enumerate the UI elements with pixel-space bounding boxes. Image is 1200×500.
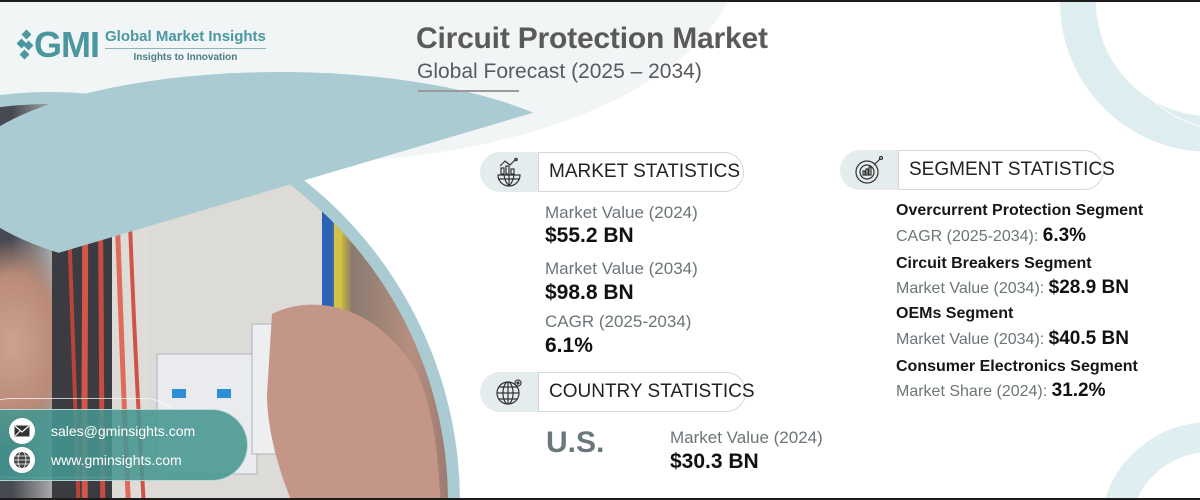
cagr-value: 6.1%: [545, 334, 593, 357]
country-statistics-title: COUNTRY STATISTICS: [538, 372, 755, 412]
globe-icon: [9, 447, 35, 473]
segment-metric-value: 31.2%: [1051, 380, 1106, 401]
segment-metric-value: 6.3%: [1042, 225, 1087, 246]
brand-tagline: Insights to Innovation: [133, 51, 238, 63]
segment-metric-value: $28.9 BN: [1048, 277, 1129, 298]
page-title: Circuit Protection Market: [416, 22, 768, 55]
logo-mark: GMI: [16, 24, 100, 66]
segment-metric-label: Market Value (2034):: [896, 331, 1045, 348]
contact-email[interactable]: sales@gminsights.com: [9, 418, 195, 444]
globe-chart-icon: [480, 152, 538, 192]
market-value-2024: $55.2 BN: [545, 224, 634, 247]
segment-circuit-breakers-name: Circuit Breakers Segment: [896, 255, 1092, 272]
segment-statistics-title: SEGMENT STATISTICS: [898, 150, 1115, 190]
country-name: U.S.: [546, 426, 605, 459]
title-divider: [418, 90, 519, 92]
logo-mark-text: GMI: [34, 24, 100, 65]
segment-consumer-electronics-name: Consumer Electronics Segment: [896, 358, 1138, 375]
segment-metric-label: CAGR (2025-2034):: [896, 228, 1039, 245]
globe-pin-icon: [480, 372, 538, 412]
segment-statistics-header: SEGMENT STATISTICS: [840, 150, 1115, 190]
country-market-value: $30.3 BN: [670, 450, 759, 473]
segment-metric-value: $40.5 BN: [1048, 328, 1129, 349]
website-link[interactable]: www.gminsights.com: [51, 452, 182, 468]
decorative-ring-bottom: [1100, 422, 1200, 498]
page-subtitle: Global Forecast (2025 – 2034): [417, 60, 702, 83]
market-value-2034-label: Market Value (2034): [545, 259, 698, 278]
envelope-icon: [9, 418, 35, 444]
segment-metric-label: Market Share (2024):: [896, 383, 1048, 400]
market-value-2034: $98.8 BN: [545, 281, 634, 304]
diamond-icon: [16, 29, 34, 60]
contact-website[interactable]: www.gminsights.com: [9, 447, 182, 473]
contact-panel: sales@gminsights.com www.gminsights.com: [0, 409, 248, 481]
target-chart-icon: [840, 150, 898, 190]
cagr-label: CAGR (2025-2034): [545, 312, 692, 331]
email-link[interactable]: sales@gminsights.com: [51, 423, 196, 439]
segment-overcurrent-metric: CAGR (2025-2034): 6.3%: [896, 225, 1086, 247]
market-value-2024-label: Market Value (2024): [545, 203, 698, 222]
gmi-logo[interactable]: GMI Global Market Insights Insights to I…: [16, 24, 266, 66]
brand-name: Global Market Insights: [105, 28, 266, 49]
segment-circuit-breakers-metric: Market Value (2034): $28.9 BN: [896, 277, 1129, 299]
market-statistics-header: MARKET STATISTICS: [480, 152, 744, 192]
segment-overcurrent-name: Overcurrent Protection Segment: [896, 202, 1144, 219]
segment-oems-metric: Market Value (2034): $40.5 BN: [896, 328, 1129, 350]
segment-consumer-electronics-metric: Market Share (2024): 31.2%: [896, 380, 1106, 402]
segment-metric-label: Market Value (2034):: [896, 280, 1045, 297]
market-statistics-title: MARKET STATISTICS: [538, 152, 744, 192]
segment-oems-name: OEMs Segment: [896, 305, 1014, 322]
country-market-value-label: Market Value (2024): [670, 428, 823, 447]
country-statistics-header: COUNTRY STATISTICS: [480, 372, 755, 412]
